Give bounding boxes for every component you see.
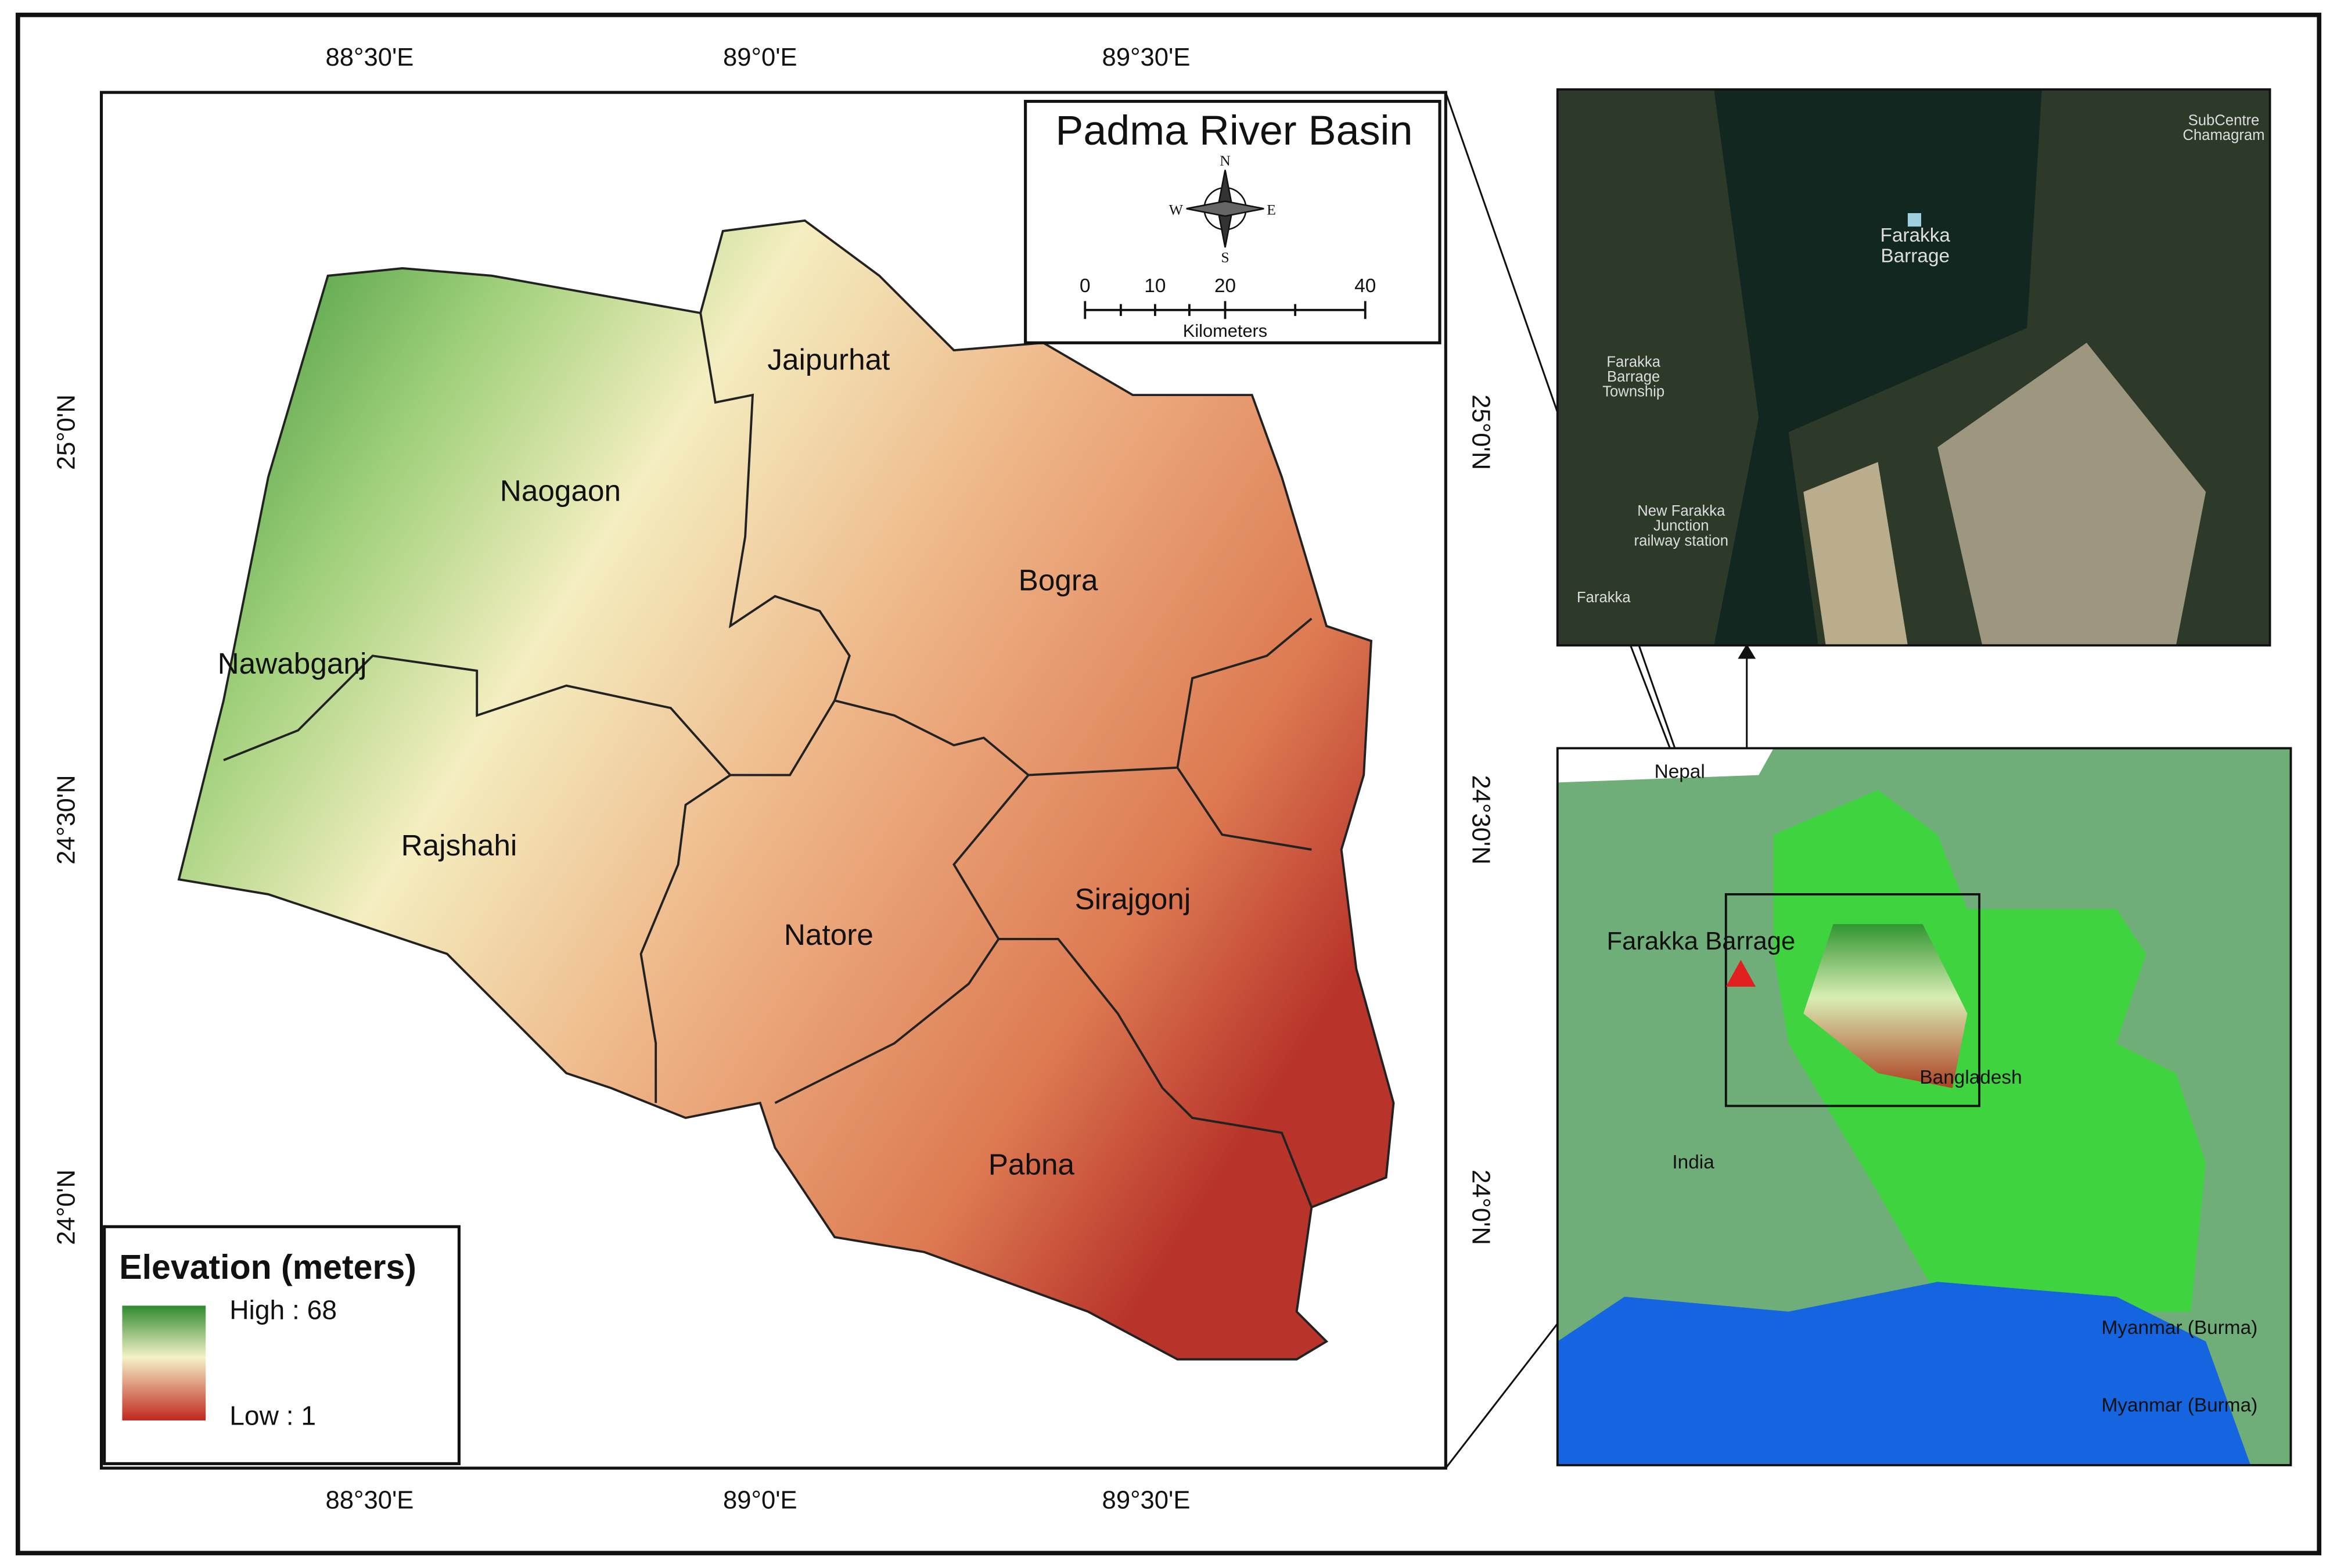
latitude-label: 24°30'N [1467, 775, 1495, 864]
location-label: Myanmar (Burma) [2102, 1317, 2258, 1339]
satellite-label: Farakka [1880, 225, 1950, 246]
bay-of-bengal [1557, 1282, 2251, 1465]
district-label: Jaipurhat [767, 343, 890, 376]
district-boundaries [223, 312, 1313, 1208]
satellite-labels: FarakkaBarrageFarakkaBarrageTownshipNew … [1577, 113, 2265, 606]
scale-unit: Kilometers [1183, 321, 1267, 341]
legend-ramp [122, 1306, 206, 1420]
study-area [177, 219, 1395, 1361]
latitude-label: 24°30'N [52, 775, 80, 864]
sandbank [1937, 343, 2206, 646]
satellite-frame [1556, 88, 2271, 647]
district-label: Pabna [988, 1148, 1075, 1181]
nepal [1557, 748, 1774, 783]
legend-title: Elevation (meters) [119, 1248, 416, 1286]
longitude-label: 89°30'E [1102, 1486, 1191, 1514]
satellite-label: Junction [1653, 518, 1709, 534]
district-label: Sirajgonj [1075, 883, 1191, 916]
location-label: Myanmar (Burma) [2102, 1395, 2258, 1416]
barrage-marker [1725, 959, 1756, 987]
map-title: Padma River Basin [1055, 107, 1412, 154]
scale-label: 0 [1080, 275, 1091, 297]
district-label: Rajshahi [401, 829, 517, 862]
title-box [1024, 99, 1441, 344]
satellite-label: Farakka [1606, 354, 1660, 370]
graticule-labels: 88°30'E 89°0'E 89°30'E 88°30'E 89°0'E 89… [52, 44, 1494, 1514]
satellite-label: Barrage [1881, 246, 1950, 267]
satellite-label: Barrage [1607, 369, 1660, 385]
scale-label: 40 [1354, 275, 1376, 297]
district-label: Nawabganj [218, 647, 367, 680]
district-label: Bogra [1019, 563, 1098, 596]
location-label: Bangladesh [1919, 1067, 2022, 1088]
latitude-label: 24°0'N [1467, 1170, 1495, 1245]
sandbank [1803, 462, 1908, 646]
satellite-label: railway station [1634, 533, 1729, 549]
arrow-head [1738, 643, 1756, 659]
satellite-label: Farakka [1577, 589, 1631, 606]
longitude-label: 89°0'E [723, 44, 797, 71]
north-arrow [1186, 170, 1264, 248]
satellite-label: Township [1602, 384, 1664, 400]
district-label: Natore [784, 918, 873, 951]
compass-n: N [1220, 152, 1231, 169]
location-label: Farakka Barrage [1607, 927, 1796, 955]
latitude-label: 25°0'N [52, 394, 80, 470]
satellite-label: New Farakka [1637, 503, 1725, 519]
latitude-label: 25°0'N [1467, 394, 1495, 470]
longitude-label: 88°30'E [326, 44, 414, 71]
scale-label: 10 [1144, 275, 1166, 297]
longitude-label: 89°0'E [723, 1486, 797, 1514]
scale-bar [1084, 301, 1367, 319]
compass-e: E [1267, 202, 1276, 218]
compass-w: W [1169, 202, 1184, 218]
district-label: Naogaon [500, 474, 621, 507]
bangladesh [1773, 790, 2206, 1312]
extent-box [1724, 893, 1981, 1107]
longitude-label: 89°30'E [1102, 44, 1191, 71]
location-frame [1556, 747, 2292, 1466]
satellite-label: Chamagram [2183, 127, 2264, 143]
satellite-label: SubCentre [2188, 113, 2260, 129]
marker [1907, 213, 1921, 227]
location-label: India [1672, 1152, 1714, 1173]
legend-low: Low : 1 [229, 1401, 316, 1431]
latitude-label: 24°0'N [52, 1170, 80, 1245]
compass-s: S [1221, 249, 1229, 266]
scale-label: 20 [1214, 275, 1236, 297]
longitude-label: 88°30'E [326, 1486, 414, 1514]
river [1714, 89, 2042, 646]
location-label: Nepal [1655, 761, 1705, 783]
study-area-mini [1803, 924, 1968, 1088]
legend-high: High : 68 [229, 1294, 337, 1325]
